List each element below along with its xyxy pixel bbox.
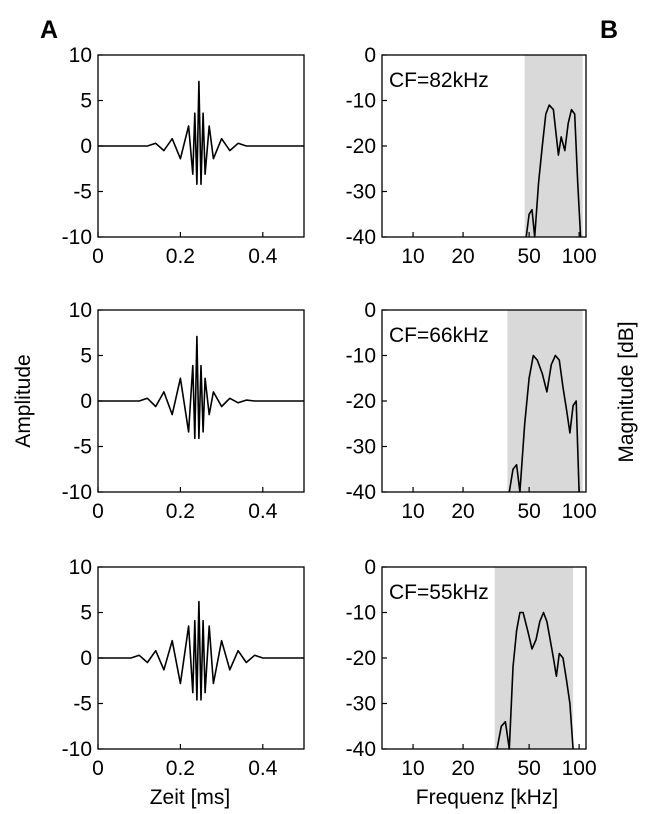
plot-a-3-ytick-label: -10 bbox=[62, 738, 92, 761]
plot-b-1-passband bbox=[524, 55, 583, 237]
plot-a-3-ytick-label: 0 bbox=[80, 647, 92, 670]
plot-b-2: 0 -10 -20 -30 -40 10 20 50 100 CF=66kHz bbox=[346, 299, 597, 523]
plot-b-1-xtick-label: 20 bbox=[451, 245, 474, 268]
plot-b-2-ytick-label: 0 bbox=[364, 299, 376, 322]
plot-b-1-ytick-label: -10 bbox=[346, 90, 376, 113]
plot-b-1-ytick-label: -40 bbox=[346, 226, 376, 249]
plot-a-3-series-line bbox=[98, 600, 304, 701]
panel-label-b: B bbox=[600, 16, 618, 44]
plot-b-2-xtick-label: 100 bbox=[562, 500, 597, 523]
zeit-axis-label: Zeit [ms] bbox=[150, 786, 231, 809]
plot-b-3-ytick-label: -20 bbox=[346, 647, 376, 670]
plot-a-1-ytick-label: -10 bbox=[62, 226, 92, 249]
frequenz-axis-label: Frequenz [kHz] bbox=[416, 786, 558, 809]
plot-b-1-cf-annotation: CF=82kHz bbox=[389, 69, 489, 92]
plot-b-1-xtick-label: 50 bbox=[517, 245, 540, 268]
plot-a-2-ytick-label: 0 bbox=[80, 390, 92, 413]
plot-b-3-xtick-label: 50 bbox=[517, 757, 540, 780]
plot-b-1: 0 -10 -20 -30 -40 10 20 50 100 CF=82kHz bbox=[346, 44, 597, 268]
plot-b-2-xtick-label: 10 bbox=[401, 500, 424, 523]
magnitude-axis-label: Magnitude [dB] bbox=[615, 321, 638, 462]
plot-a-3-ytick-label: -5 bbox=[73, 693, 92, 716]
plot-b-3-ytick-label: -10 bbox=[346, 602, 376, 625]
plot-b-2-xtick-label: 20 bbox=[451, 500, 474, 523]
plot-b-2-ytick-label: -30 bbox=[346, 436, 376, 459]
plot-a-2-ytick-label: -10 bbox=[62, 481, 92, 504]
plot-b-3-xtick-label: 10 bbox=[401, 757, 424, 780]
plot-b-3-ytick-label: -40 bbox=[346, 738, 376, 761]
plot-a-3-xtick-label: 0.4 bbox=[248, 757, 278, 780]
plot-b-3-passband bbox=[494, 567, 574, 749]
plot-b-1-xtick-label: 10 bbox=[401, 245, 424, 268]
plot-a-1-ytick-label: 0 bbox=[80, 135, 92, 158]
plot-a-2-ytick-label: 5 bbox=[80, 345, 92, 368]
plot-a-2-xtick-label: 0.2 bbox=[166, 500, 195, 523]
plot-a-3-xtick-label: 0.2 bbox=[166, 757, 195, 780]
plot-b-2-cf-annotation: CF=66kHz bbox=[389, 324, 489, 347]
plot-b-2-xtick-label: 50 bbox=[517, 500, 540, 523]
plot-a-3-xtick-label: 0 bbox=[92, 757, 104, 780]
plot-b-2-ytick-label: -10 bbox=[346, 345, 376, 368]
plot-a-3-ytick-label: 5 bbox=[80, 602, 92, 625]
plot-a-1-ytick-label: 5 bbox=[80, 90, 92, 113]
plot-a-1-ytick-label: 10 bbox=[69, 44, 92, 67]
plot-a-2-ytick-label: -5 bbox=[73, 436, 92, 459]
plot-a-1-xtick-label: 0.4 bbox=[248, 245, 278, 268]
plot-b-1-ytick-label: -30 bbox=[346, 181, 376, 204]
amplitude-axis-label: Amplitude bbox=[12, 354, 35, 447]
plot-b-2-passband bbox=[507, 310, 583, 492]
plot-b-3-xtick-label: 100 bbox=[562, 757, 597, 780]
plot-a-2-series-line bbox=[98, 335, 304, 440]
panel-label-a: A bbox=[40, 16, 58, 44]
plot-b-3: 0 -10 -20 -30 -40 10 20 50 100 CF=55kHz bbox=[346, 556, 597, 780]
plot-b-1-ytick-label: 0 bbox=[364, 44, 376, 67]
plot-a-3-ytick-label: 10 bbox=[69, 556, 92, 579]
plot-a-1-xtick-label: 0.2 bbox=[166, 245, 195, 268]
plot-b-2-ytick-label: -40 bbox=[346, 481, 376, 504]
plot-a-2-xtick-label: 0.4 bbox=[248, 500, 278, 523]
plot-b-1-xtick-label: 100 bbox=[562, 245, 597, 268]
plot-b-3-xtick-label: 20 bbox=[451, 757, 474, 780]
plot-a-2-ytick-label: 10 bbox=[69, 299, 92, 322]
plot-b-3-series-line bbox=[496, 611, 574, 750]
plot-b-3-ytick-label: -30 bbox=[346, 693, 376, 716]
plot-b-2-ytick-label: -20 bbox=[346, 390, 376, 413]
plot-a-1-ytick-label: -5 bbox=[73, 181, 92, 204]
plot-a-2-xtick-label: 0 bbox=[92, 500, 104, 523]
plot-b-3-ytick-label: 0 bbox=[364, 556, 376, 579]
plot-a-1-series-line bbox=[98, 80, 304, 185]
plot-b-1-series-line bbox=[525, 104, 582, 238]
plot-b-1-ytick-label: -20 bbox=[346, 135, 376, 158]
plot-b-3-cf-annotation: CF=55kHz bbox=[389, 581, 489, 604]
plot-a-1-xtick-label: 0 bbox=[92, 245, 104, 268]
